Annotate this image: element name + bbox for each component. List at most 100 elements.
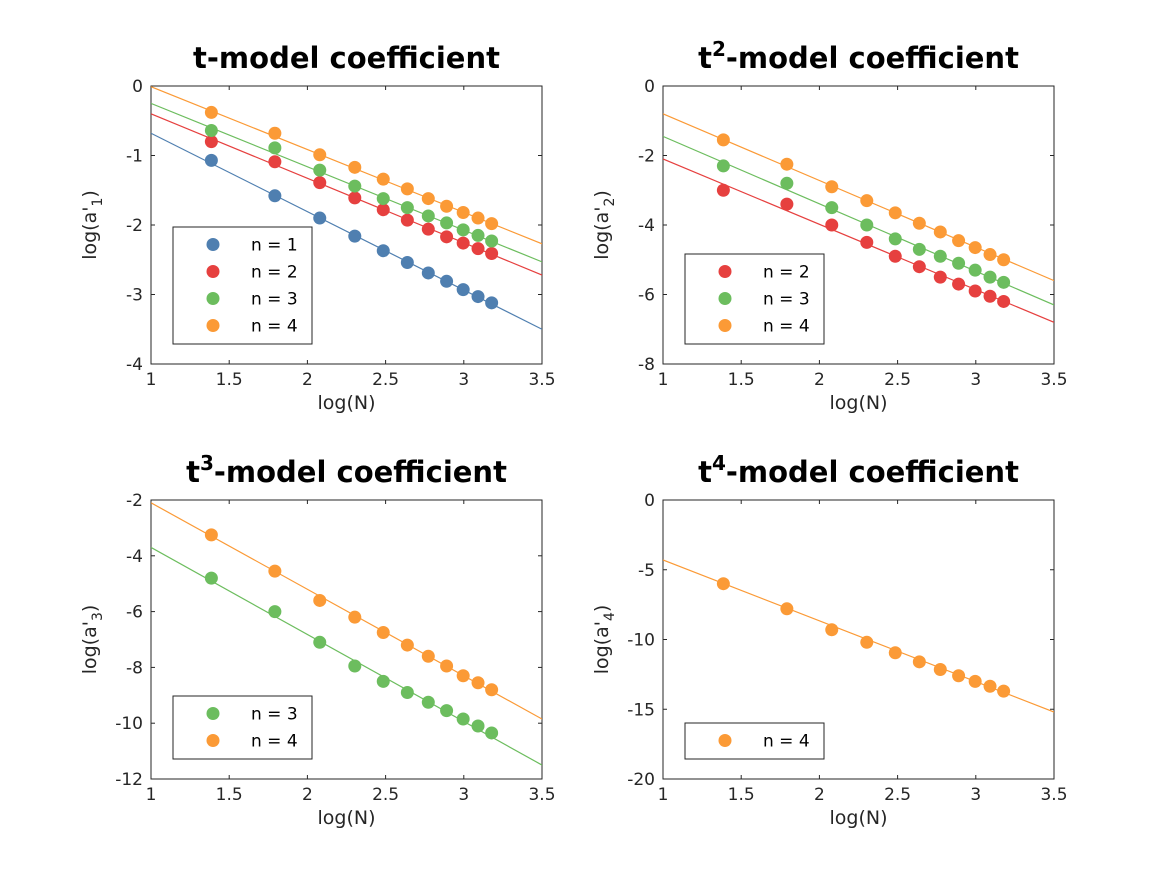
data-point-n=4 xyxy=(780,602,794,616)
x-tick-label: 2.5 xyxy=(372,785,399,805)
legend-label: n = 3 xyxy=(251,705,298,725)
y-label-main: log(a' xyxy=(79,207,101,260)
panel-title: t-model coefficient xyxy=(193,41,500,75)
data-point-n=3 xyxy=(456,223,470,237)
title-superscript: 4 xyxy=(712,451,726,475)
data-point-n=1 xyxy=(456,283,470,297)
data-point-n=3 xyxy=(888,232,902,246)
data-point-n=4 xyxy=(997,684,1011,698)
legend-marker xyxy=(718,734,732,747)
data-point-n=2 xyxy=(997,294,1011,308)
legend-label: n = 1 xyxy=(251,236,298,256)
legend-label: n = 4 xyxy=(251,732,298,752)
data-point-n=4 xyxy=(268,126,282,140)
data-point-n=3 xyxy=(400,201,414,215)
data-point-n=3 xyxy=(485,234,499,248)
y-tick-label: -6 xyxy=(126,603,143,623)
data-point-n=4 xyxy=(997,253,1011,267)
data-point-n=3 xyxy=(456,712,470,726)
data-point-n=4 xyxy=(348,610,362,624)
x-tick-label: 3.5 xyxy=(1040,785,1067,805)
legend-box xyxy=(684,253,825,345)
x-axis-label: log(N) xyxy=(317,807,375,829)
y-tick-label: -6 xyxy=(638,286,655,306)
data-point-n=4 xyxy=(471,676,485,690)
x-tick-label: 3 xyxy=(458,785,469,805)
y-label-subscript: 1 xyxy=(90,198,106,207)
x-tick-label: 2.5 xyxy=(372,370,399,390)
y-tick-label: -1 xyxy=(126,147,143,167)
data-point-n=2 xyxy=(471,242,485,256)
data-point-n=4 xyxy=(933,225,947,239)
data-point-n=4 xyxy=(400,182,414,196)
data-point-n=3 xyxy=(485,726,499,740)
y-tick-label: -4 xyxy=(126,355,143,375)
panel-title: t3-model coefficient xyxy=(186,451,507,489)
title-prefix: t xyxy=(698,455,712,489)
data-point-n=3 xyxy=(348,179,362,193)
data-point-n=4 xyxy=(860,635,874,649)
data-point-n=4 xyxy=(204,528,218,542)
data-point-n=3 xyxy=(313,635,327,649)
y-tick-label: -15 xyxy=(627,700,655,720)
data-point-n=4 xyxy=(952,234,966,248)
legend: n = 3 n = 4 xyxy=(172,695,313,760)
data-point-n=4 xyxy=(716,133,730,147)
data-point-n=3 xyxy=(348,659,362,673)
x-tick-label: 1.5 xyxy=(728,370,755,390)
data-point-n=2 xyxy=(376,203,390,217)
x-tick-label: 2 xyxy=(302,785,313,805)
y-tick-label: -8 xyxy=(638,355,655,375)
data-point-n=4 xyxy=(485,683,499,697)
data-point-n=3 xyxy=(933,249,947,263)
y-label-close: ) xyxy=(591,605,613,612)
data-point-n=4 xyxy=(268,564,282,578)
legend-marker xyxy=(206,265,220,278)
data-point-n=2 xyxy=(421,222,435,236)
data-point-n=4 xyxy=(421,192,435,206)
legend-box xyxy=(172,695,313,760)
y-label-main: log(a' xyxy=(591,207,613,260)
data-point-n=3 xyxy=(780,176,794,190)
x-axis-label: log(N) xyxy=(829,807,887,829)
data-point-n=1 xyxy=(376,244,390,258)
data-point-n=3 xyxy=(912,242,926,256)
legend: n = 4 xyxy=(684,722,825,760)
data-point-n=3 xyxy=(376,192,390,206)
data-point-n=3 xyxy=(997,275,1011,289)
y-label-close: ) xyxy=(79,605,101,612)
legend-label: n = 4 xyxy=(763,732,810,752)
data-point-n=2 xyxy=(268,155,282,169)
legend-marker xyxy=(206,319,220,332)
data-point-n=2 xyxy=(888,249,902,263)
title-prefix: t xyxy=(186,455,200,489)
data-point-n=3 xyxy=(716,159,730,173)
data-point-n=4 xyxy=(440,659,454,673)
data-point-n=4 xyxy=(888,206,902,220)
data-point-n=2 xyxy=(912,260,926,274)
data-point-n=4 xyxy=(912,216,926,230)
x-tick-label: 1 xyxy=(146,785,157,805)
y-label-subscript: 2 xyxy=(602,198,618,207)
legend-label: n = 4 xyxy=(251,317,298,337)
legend-box xyxy=(684,722,825,760)
data-point-n=2 xyxy=(440,230,454,244)
data-point-n=3 xyxy=(860,218,874,232)
x-tick-label: 2.5 xyxy=(884,785,911,805)
data-point-n=4 xyxy=(968,674,982,688)
data-point-n=4 xyxy=(968,241,982,255)
y-label-close: ) xyxy=(591,190,613,197)
legend-label: n = 2 xyxy=(251,263,298,283)
legend-label: n = 4 xyxy=(763,317,810,337)
data-point-n=3 xyxy=(268,605,282,619)
y-tick-label: 0 xyxy=(644,491,655,511)
data-point-n=2 xyxy=(933,270,947,284)
y-tick-label: 0 xyxy=(132,77,143,97)
x-tick-label: 3.5 xyxy=(1040,370,1067,390)
data-point-n=2 xyxy=(313,176,327,190)
data-point-n=1 xyxy=(313,211,327,225)
x-tick-label: 1.5 xyxy=(216,785,243,805)
x-tick-label: 1.5 xyxy=(728,785,755,805)
y-axis-label: log(a'1) xyxy=(79,190,106,260)
data-point-n=2 xyxy=(204,135,218,149)
